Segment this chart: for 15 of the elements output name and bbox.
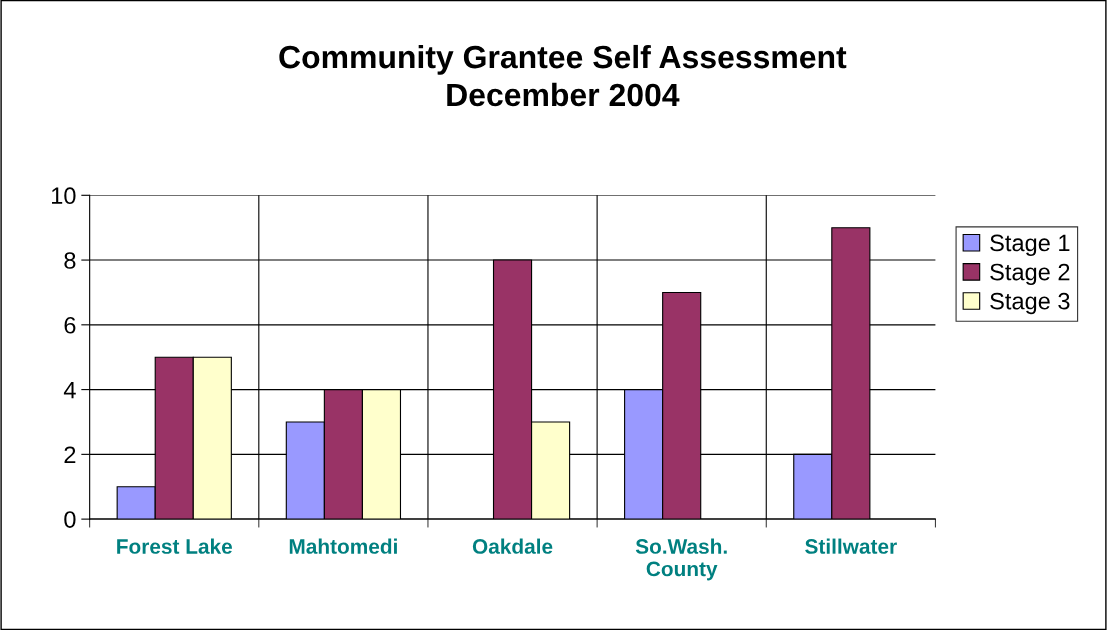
- x-tick-label: Forest Lake: [117, 538, 233, 554]
- y-tick-label: 2: [64, 446, 76, 463]
- x-tick-label: Oakdale: [472, 538, 553, 554]
- x-tick-label: Mahtomedi: [289, 538, 397, 554]
- y-tick-label: 10: [52, 187, 76, 205]
- y-tick-label: 8: [64, 252, 76, 269]
- legend-label: Stage 1: [990, 234, 1070, 256]
- x-tick-label: Stillwater: [805, 538, 897, 554]
- chart-title: Community Grantee Self Assessment December 2004: [279, 44, 847, 107]
- y-tick-label: 0: [64, 511, 76, 528]
- y-tick-label: 6: [64, 316, 76, 334]
- x-tick-label: So.Wash. County: [635, 538, 727, 581]
- legend-label: Stage 2: [990, 263, 1070, 286]
- legend-label: Stage 3: [990, 292, 1070, 315]
- y-tick-label: 4: [63, 381, 76, 399]
